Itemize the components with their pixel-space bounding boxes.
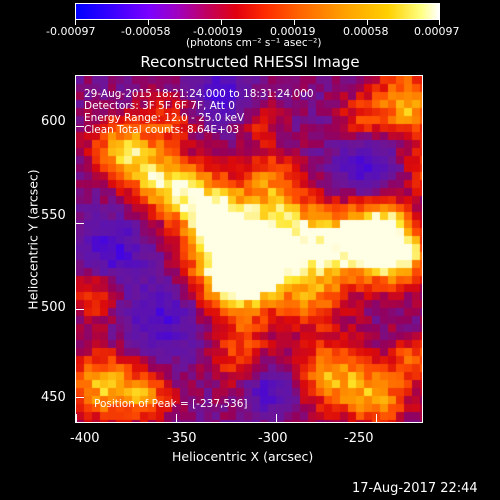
colorbar-tick-label: -0.00097 — [46, 25, 96, 38]
colorbar-tick-label: -0.00058 — [121, 25, 171, 38]
y-axis-tick — [76, 397, 84, 398]
info-energy-range: Energy Range: 12.0 - 25.0 keV — [84, 112, 245, 124]
y-tick-label: 550 — [41, 208, 66, 223]
heatmap-image — [76, 76, 422, 422]
colorbar-tick — [367, 20, 368, 25]
info-clean-counts: Clean Total counts: 8.64E+03 — [84, 124, 240, 136]
colorbar-tick — [439, 20, 440, 25]
x-axis-tick — [176, 414, 177, 422]
x-axis-label: Heliocentric X (arcsec) — [172, 449, 314, 464]
y-axis-tick — [76, 223, 84, 224]
x-tick-label: -350 — [167, 431, 197, 446]
peak-position: Position of Peak = [-237,536] — [94, 398, 248, 410]
colorbar-tick-label: -0.00019 — [193, 25, 243, 38]
x-tick-label: -400 — [70, 431, 100, 446]
colorbar-tick — [294, 20, 295, 25]
heatmap-plot: 29-Aug-2015 18:21:24.000 to 18:31:24.000… — [75, 75, 423, 423]
colorbar — [75, 3, 440, 20]
y-axis-tick — [76, 126, 84, 127]
plot-title: Reconstructed RHESSI Image — [140, 53, 360, 71]
x-tick-label: -250 — [344, 431, 374, 446]
colorbar-tick-label: 0.00097 — [414, 25, 460, 38]
colorbar-tick — [148, 20, 149, 25]
info-time-range: 29-Aug-2015 18:21:24.000 to 18:31:24.000 — [84, 88, 314, 100]
x-axis-tick — [376, 414, 377, 422]
y-tick-label: 600 — [41, 114, 66, 129]
x-axis-tick — [276, 414, 277, 422]
info-detectors: Detectors: 3F 5F 6F 7F, Att 0 — [84, 100, 235, 112]
y-axis-tick — [76, 309, 84, 310]
colorbar-tick — [221, 20, 222, 25]
colorbar-units: (photons cm⁻² s⁻¹ asec⁻²) — [186, 37, 322, 49]
colorbar-tick-label: 0.00019 — [270, 25, 316, 38]
colorbar-tick — [75, 20, 76, 25]
y-tick-label: 450 — [41, 390, 66, 405]
footer-timestamp: 17-Aug-2017 22:44 — [352, 481, 478, 496]
x-axis-tick — [76, 414, 77, 422]
y-tick-label: 500 — [41, 300, 66, 315]
colorbar-tick-label: 0.00058 — [343, 25, 389, 38]
y-axis-label: Heliocentric Y (arcsec) — [25, 169, 41, 310]
x-tick-label: -300 — [258, 431, 288, 446]
